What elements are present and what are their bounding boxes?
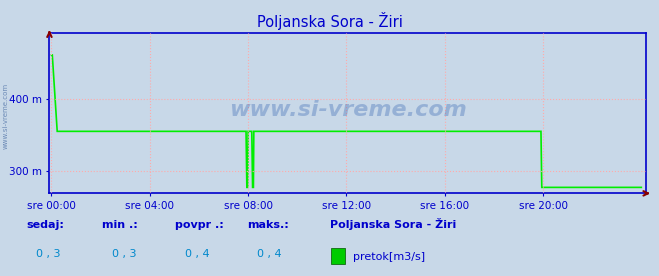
Text: Poljanska Sora - Žiri: Poljanska Sora - Žiri xyxy=(256,12,403,30)
Text: www.si-vreme.com: www.si-vreme.com xyxy=(2,83,9,149)
Text: 0 , 3: 0 , 3 xyxy=(36,249,61,259)
Text: www.si-vreme.com: www.si-vreme.com xyxy=(229,100,467,120)
Text: maks.:: maks.: xyxy=(247,220,289,230)
Text: Poljanska Sora - Žiri: Poljanska Sora - Žiri xyxy=(330,218,456,230)
Text: 0 , 4: 0 , 4 xyxy=(185,249,209,259)
Text: 0 , 4: 0 , 4 xyxy=(257,249,281,259)
Text: povpr .:: povpr .: xyxy=(175,220,223,230)
Text: min .:: min .: xyxy=(102,220,138,230)
Text: sedaj:: sedaj: xyxy=(26,220,64,230)
Text: 0 , 3: 0 , 3 xyxy=(112,249,136,259)
Text: pretok[m3/s]: pretok[m3/s] xyxy=(353,252,424,262)
